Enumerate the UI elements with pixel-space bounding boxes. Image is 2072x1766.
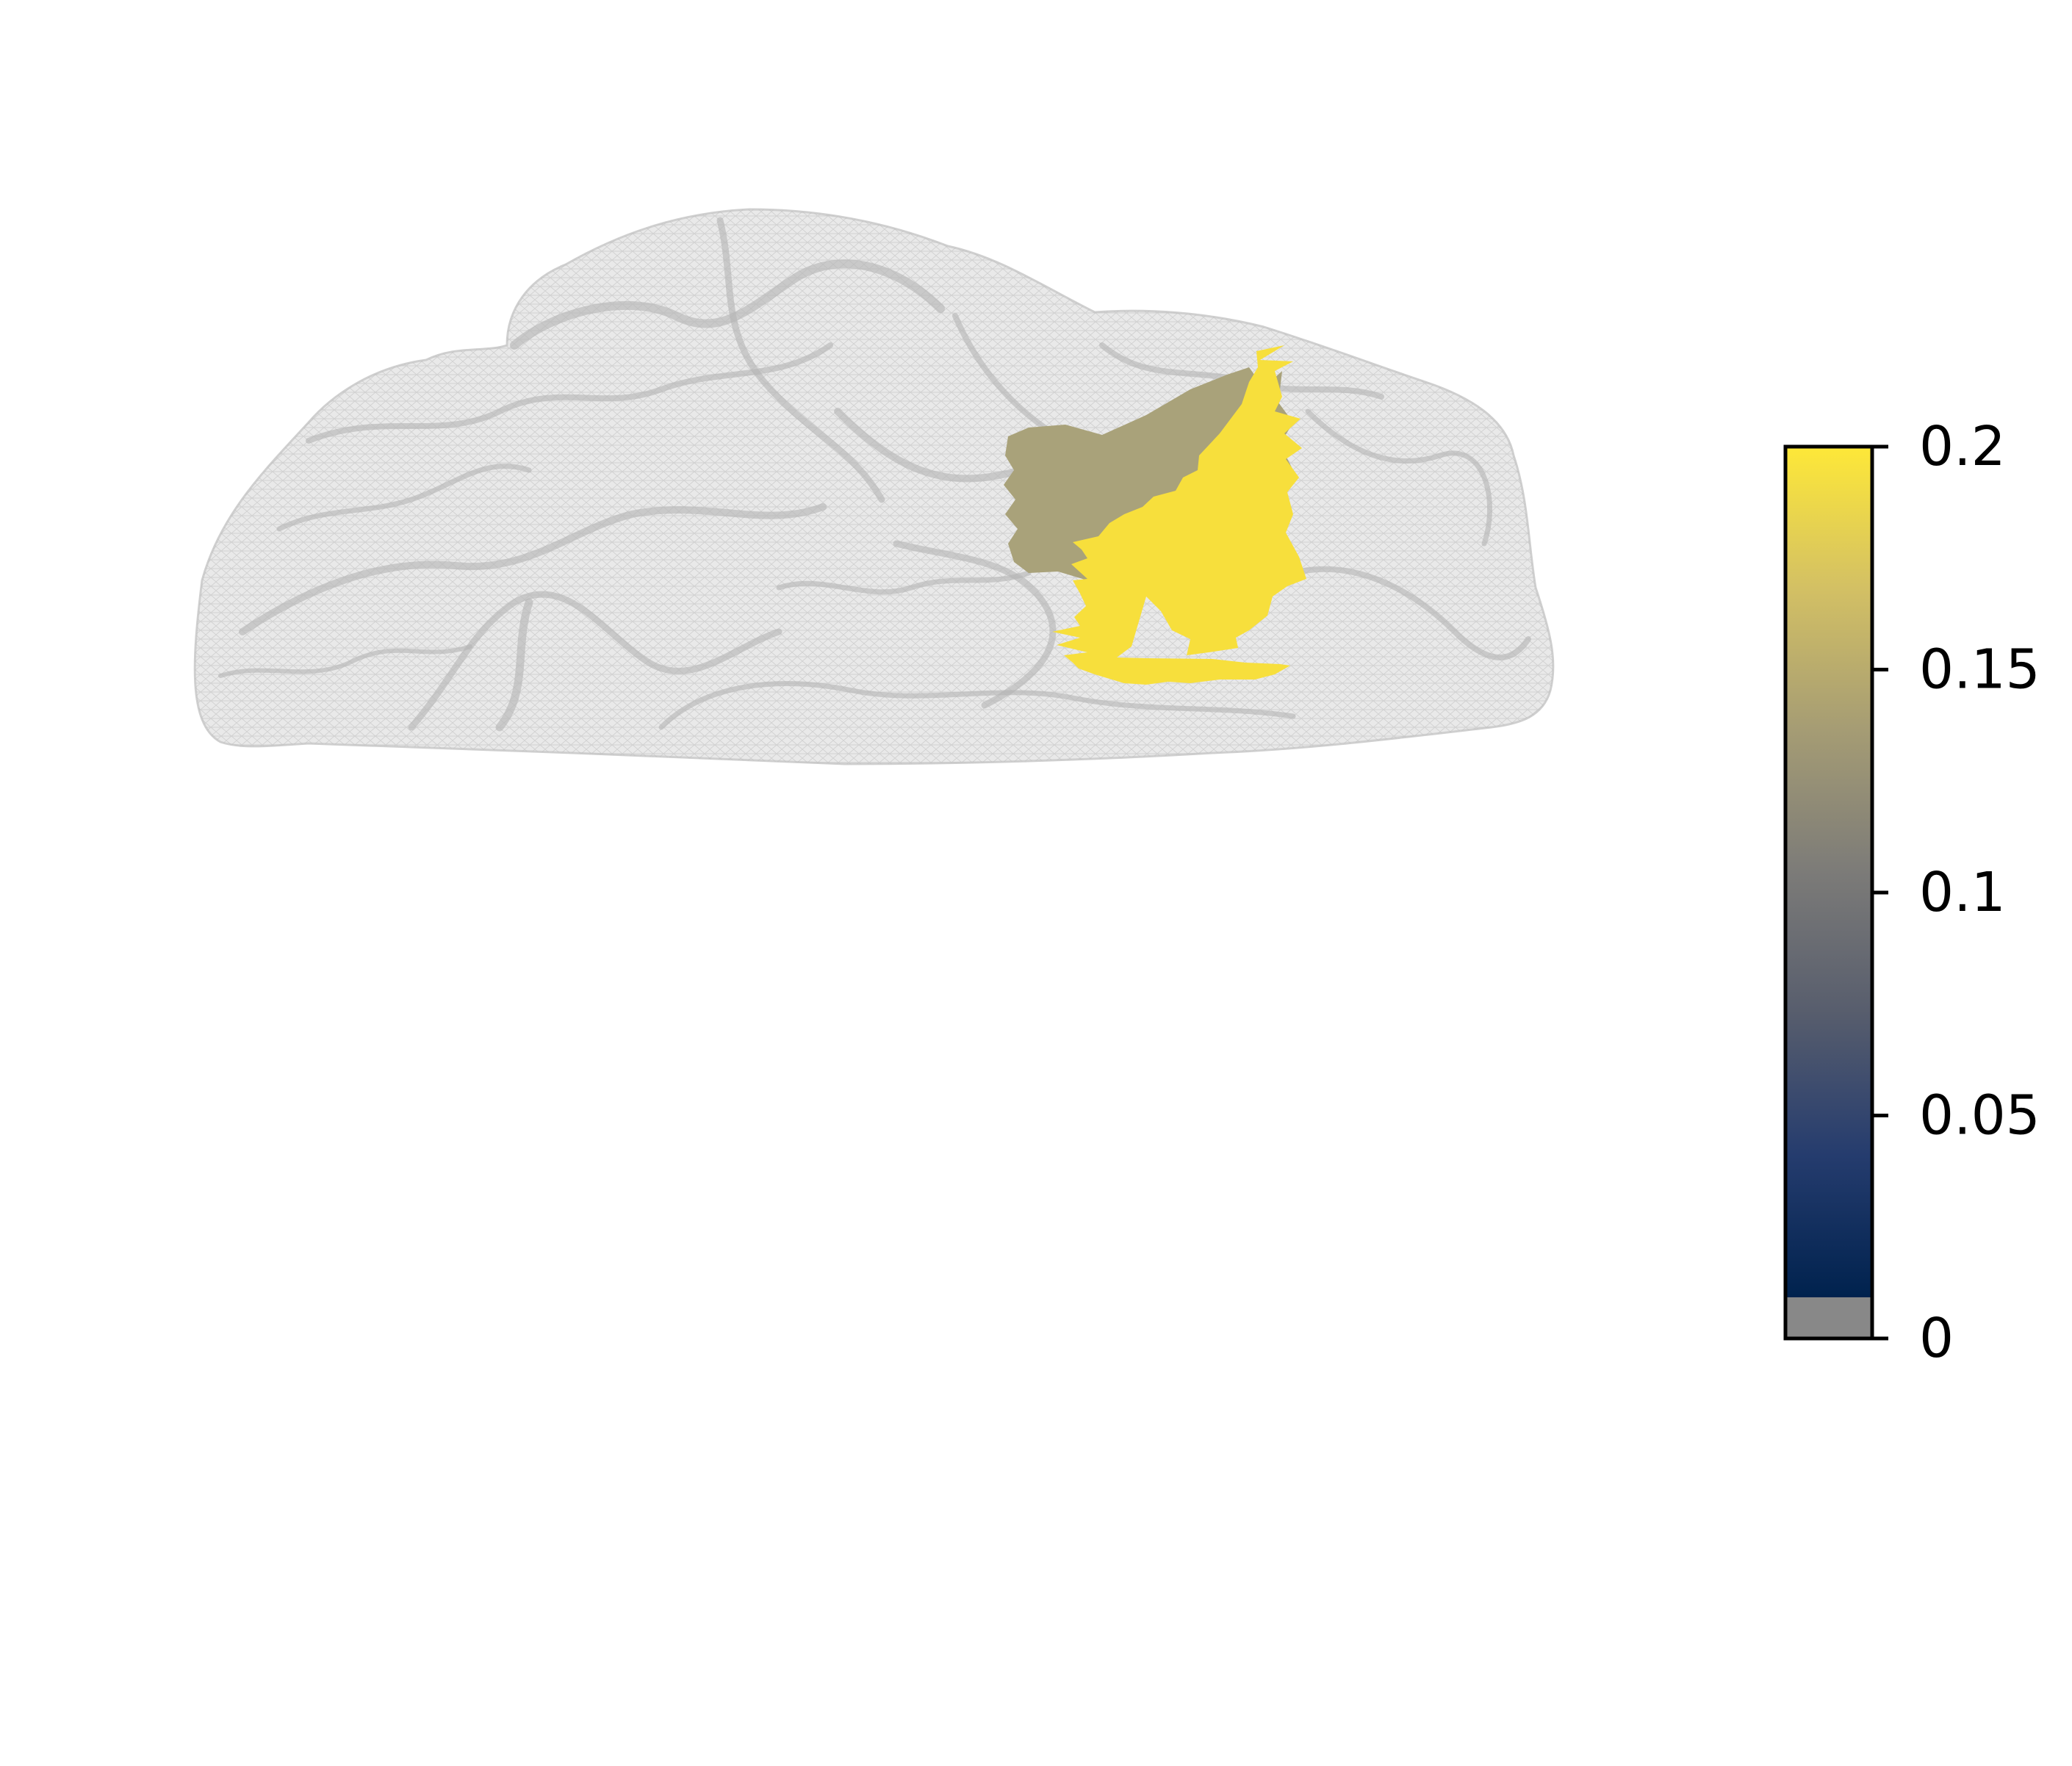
colorbar-tick-label: 0.2: [1919, 415, 2006, 478]
colorbar-below-range-swatch: [1785, 1297, 1872, 1338]
activation-overlay: [1004, 345, 1306, 685]
high-value-region: [1052, 345, 1306, 685]
colorbar: 0 0.05 0.1 0.15 0.2: [1783, 415, 2040, 1370]
colorbar-tick-label: 0.05: [1919, 1084, 2040, 1147]
brain-surface: [193, 208, 1555, 765]
colorbar-tick-label: 0.1: [1919, 861, 2006, 924]
colorbar-gradient-body: [1785, 447, 1872, 1297]
colorbar-tick-label: 0.15: [1919, 638, 2040, 702]
colorbar-ticks: 0 0.05 0.1 0.15 0.2: [1872, 415, 2040, 1370]
colorbar-tick-label: 0: [1919, 1307, 1954, 1370]
